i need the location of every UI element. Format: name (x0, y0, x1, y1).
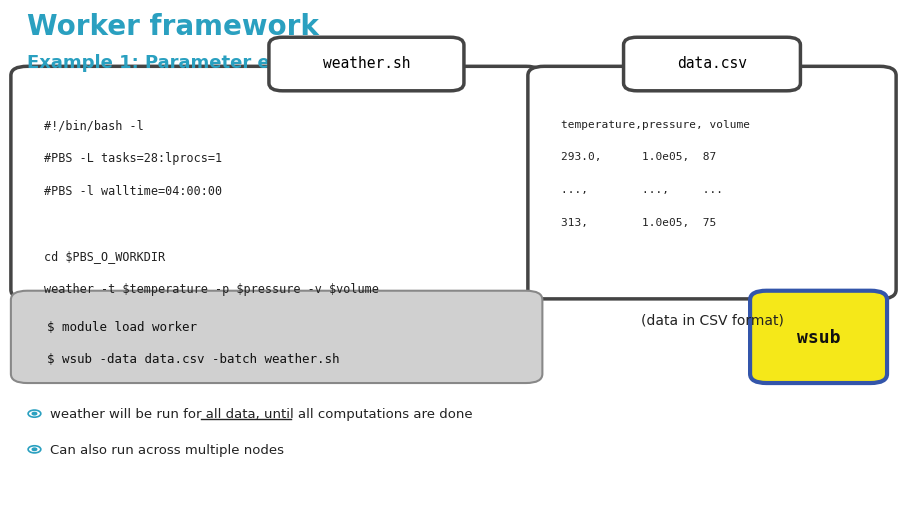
FancyBboxPatch shape (528, 67, 896, 299)
Circle shape (33, 448, 36, 451)
Text: data.csv: data.csv (677, 56, 747, 71)
Text: Worker framework: Worker framework (27, 13, 319, 41)
Text: (data in CSV format): (data in CSV format) (640, 313, 784, 327)
Text: $ module load worker: $ module load worker (47, 321, 197, 333)
FancyBboxPatch shape (11, 291, 542, 383)
Text: ...,        ...,     ...: ..., ..., ... (561, 185, 723, 195)
Text: Can also run across multiple nodes: Can also run across multiple nodes (50, 443, 284, 456)
Text: temperature,pressure, volume: temperature,pressure, volume (561, 120, 749, 130)
Text: #PBS -L tasks=28:lprocs=1: #PBS -L tasks=28:lprocs=1 (44, 152, 221, 165)
Text: weather will be run for all data, until all computations are done: weather will be run for all data, until … (50, 407, 473, 420)
FancyBboxPatch shape (750, 291, 887, 383)
Circle shape (33, 412, 36, 415)
Text: Example 1: Parameter exploration: Example 1: Parameter exploration (27, 53, 374, 71)
Text: weather.sh: weather.sh (323, 56, 410, 71)
FancyBboxPatch shape (623, 38, 800, 92)
Text: #PBS -l walltime=04:00:00: #PBS -l walltime=04:00:00 (44, 185, 221, 197)
Text: $ wsub -data data.csv -batch weather.sh: $ wsub -data data.csv -batch weather.sh (47, 353, 339, 365)
Text: #!/bin/bash -l: #!/bin/bash -l (44, 120, 143, 132)
Text: cd $PBS_O_WORKDIR: cd $PBS_O_WORKDIR (44, 250, 165, 263)
FancyBboxPatch shape (11, 67, 542, 299)
Text: wsub: wsub (797, 328, 840, 346)
Text: 293.0,      1.0e05,  87: 293.0, 1.0e05, 87 (561, 152, 716, 162)
FancyBboxPatch shape (268, 38, 463, 92)
Text: weather -t $temperature -p $pressure -v $volume: weather -t $temperature -p $pressure -v … (44, 282, 378, 295)
Text: 313,        1.0e05,  75: 313, 1.0e05, 75 (561, 217, 716, 228)
